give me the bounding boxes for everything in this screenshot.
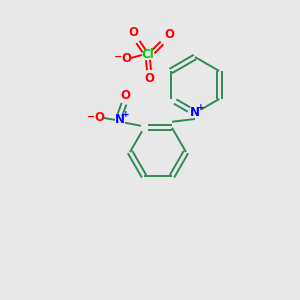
Text: N: N <box>190 106 200 118</box>
Text: O: O <box>164 28 174 41</box>
Text: Cl: Cl <box>142 49 154 62</box>
Text: O: O <box>128 26 138 40</box>
Text: −: − <box>87 112 95 122</box>
Text: O: O <box>94 111 104 124</box>
Text: +: + <box>197 103 204 112</box>
Text: +: + <box>122 110 129 119</box>
Text: −: − <box>114 52 122 62</box>
Text: O: O <box>144 73 154 85</box>
Text: N: N <box>115 113 125 126</box>
Text: O: O <box>120 89 130 102</box>
Text: O: O <box>121 52 131 64</box>
